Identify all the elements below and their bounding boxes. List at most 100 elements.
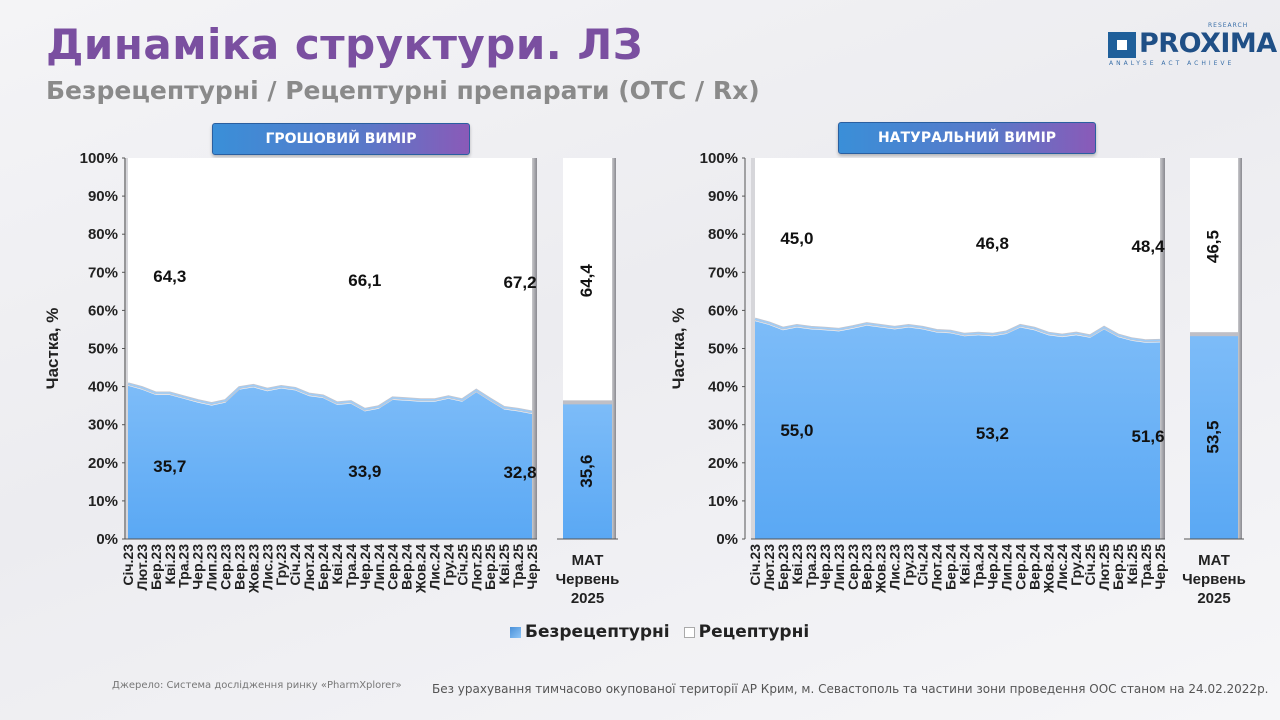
chart0-xtick-label: Кві.23 [162,544,178,585]
chart0-label-otc: 33,9 [348,462,381,481]
chart0-xtick-label: Січ.23 [120,544,136,586]
chart0-xtick-label: Бер.24 [315,544,331,590]
chart0-ytick-label: 60% [88,302,118,319]
chart0-mat-caption: Червень [556,571,620,588]
chart1-xtick-label: Гру.24 [1068,544,1084,586]
chart0-xtick-label: Сер.23 [218,544,234,590]
chart0-xtick-label: Кві.24 [329,544,345,585]
source-note: Джерело: Система дослідження ринку «Phar… [112,680,402,691]
chart1-xtick-label: Бер.24 [943,544,959,590]
panel-label-monetary: ГРОШОВИЙ ВИМІР [212,123,470,155]
chart1-ylabel: Частка, % [669,308,688,390]
chart1-xtick-label: Лип.24 [998,544,1014,591]
chart1-xtick-label: Чер.24 [984,544,1000,590]
chart1-wall-left [751,158,755,539]
chart0-ytick-label: 100% [80,150,118,167]
chart1-mat-ridge [1190,332,1238,337]
chart1-xtick-label: Січ.25 [1082,544,1098,586]
chart0-xtick-label: Гру.24 [440,544,456,586]
panel-label-natural: НАТУРАЛЬНИЙ ВИМІР [838,122,1096,154]
chart0-ytick-label: 20% [88,455,118,472]
chart1-mat-caption: МАТ [1198,552,1230,569]
chart1-ytick-label: 90% [708,188,738,205]
chart1-ytick-label: 10% [708,493,738,510]
chart0-label-otc: 35,7 [153,457,186,476]
chart0-xtick-label: Кві.25 [496,544,512,585]
chart1-xtick-label: Тра.23 [803,544,819,588]
chart1-mat-otc-bar [1190,335,1238,539]
chart1-label-otc: 55,0 [780,421,813,440]
chart0-label-rx: 64,3 [153,267,186,286]
chart0-otc-area [128,385,532,539]
chart1-xtick-label: Вер.23 [859,544,875,590]
chart0-mat-ridge [563,400,612,405]
chart1-xtick-label: Сер.24 [1012,544,1028,590]
legend-swatch-rx [683,626,695,638]
chart1-ytick-label: 100% [700,150,738,167]
chart1-ytick-label: 20% [708,455,738,472]
chart1-xtick-label: Бер.23 [775,544,791,590]
chart0-mat-otc-bar [563,403,612,539]
chart0-xtick-label: Чер.24 [357,544,373,590]
chart0-xtick-label: Вер.24 [399,544,415,590]
chart0-xtick-label: Чер.25 [524,544,540,590]
chart1-xtick-label: Лис.24 [1054,544,1070,590]
chart0-ytick-label: 0% [96,531,118,548]
chart1-label-rx: 48,4 [1131,237,1165,256]
chart1-xtick-label: Січ.23 [747,544,763,586]
logo-word: PROXIMA [1139,28,1277,59]
legend-item-rx[interactable]: Рецептурні [683,622,809,642]
chart0-ytick-label: 40% [88,379,118,396]
chart0-xtick-label: Лип.23 [204,544,220,591]
chart1-ytick-label: 70% [708,264,738,281]
chart1-xtick-label: Чер.23 [817,544,833,590]
chart0-label-rx: 67,2 [503,273,536,292]
legend-item-otc[interactable]: Безрецептурні [510,622,670,642]
chart1-label-otc: 51,6 [1131,427,1164,446]
logo-square-icon [1108,32,1136,58]
chart0-mat-caption: МАТ [572,552,604,569]
chart0-label-rx: 66,1 [348,271,381,290]
chart0-otc-edge [127,383,533,413]
chart0-xtick-label: Сер.24 [385,544,401,590]
chart0-xtick-label: Січ.25 [454,544,470,586]
chart0-xtick-label: Чер.23 [190,544,206,590]
chart0-mat-rx-bar [563,158,612,404]
chart1-ytick-label: 50% [708,341,738,358]
chart1-xtick-label: Бер.25 [1110,544,1126,590]
chart1-ytick-label: 40% [708,379,738,396]
chart1-label-otc: 53,2 [976,424,1009,443]
chart0-xtick-label: Тра.23 [176,544,192,588]
logo-research: RESEARCH [1208,22,1249,29]
chart0-xtick-label: Тра.24 [343,544,359,588]
chart0-wall-right [532,158,537,539]
chart0-ylabel: Частка, % [43,308,62,390]
chart1-xtick-label: Лют.25 [1096,544,1112,591]
chart0-xtick-label: Лип.24 [371,544,387,591]
chart0-xtick-label: Лис.23 [259,544,275,590]
chart1-xtick-label: Жов.23 [873,544,889,594]
proxima-logo: PROXIMA RESEARCH ANALYSE ACT ACHIEVE [1108,22,1277,72]
chart1-xtick-label: Січ.24 [915,544,931,586]
chart0-xtick-label: Лют.23 [134,544,150,591]
chart1-xtick-label: Сер.23 [845,544,861,590]
chart1-xtick-label: Тра.25 [1138,544,1154,588]
chart0-mat-label-rx: 64,4 [577,264,596,298]
chart1-mat-label-rx: 46,5 [1203,230,1222,263]
chart1-xtick-label: Лис.23 [887,544,903,590]
page-title: Динаміка структури. ЛЗ [46,20,644,69]
chart0-xtick-label: Тра.25 [510,544,526,588]
chart1-xtick-label: Жов.24 [1040,544,1056,594]
chart1-otc-edge [754,318,1161,342]
chart0-ytick-label: 80% [88,226,118,243]
chart0-xtick-label: Січ.24 [287,544,303,586]
chart1-ytick-label: 0% [716,531,738,548]
chart0-xtick-label: Лис.24 [426,544,442,590]
chart0-mat-caption: 2025 [571,590,604,607]
chart1-mat-caption: Червень [1182,571,1246,588]
page-subtitle: Безрецептурні / Рецептурні препарати (OT… [46,76,760,105]
chart1-xtick-label: Гру.23 [901,544,917,586]
chart0-mat-label-otc: 35,6 [577,455,596,488]
chart1-xtick-label: Кві.23 [789,544,805,585]
